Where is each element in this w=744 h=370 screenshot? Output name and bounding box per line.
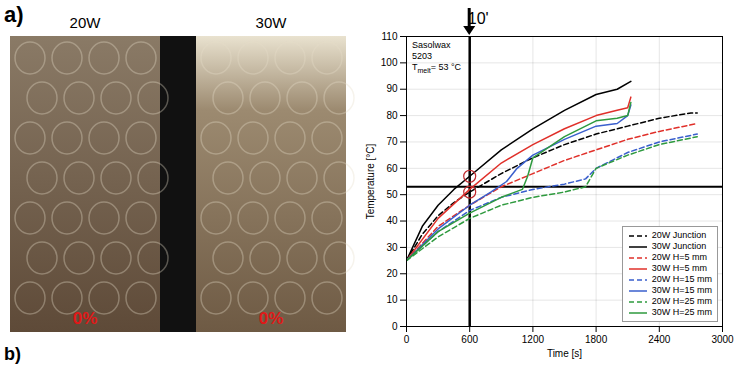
html-text:5203: 5203 <box>412 51 432 61</box>
svg-text:2400: 2400 <box>648 334 671 345</box>
svg-text:50: 50 <box>386 189 398 200</box>
svg-text:90: 90 <box>386 83 398 94</box>
svg-text:1200: 1200 <box>522 334 545 345</box>
html-text:30W H=25 mm: 30W H=25 mm <box>651 307 712 317</box>
html-text:20W H=5 mm: 20W H=5 mm <box>651 252 707 262</box>
svg-text:10: 10 <box>386 294 398 305</box>
html-text:20W H=15 mm: 20W H=15 mm <box>651 274 712 284</box>
svg-text:30: 30 <box>386 242 398 253</box>
html-text:Sasolwax: Sasolwax <box>412 40 451 50</box>
svg-text:Temperature [°C]: Temperature [°C] <box>365 143 376 219</box>
svg-text:Time [s]: Time [s] <box>547 348 582 359</box>
svg-text:0: 0 <box>404 334 410 345</box>
svg-text:b): b) <box>4 344 21 364</box>
svg-text:20: 20 <box>386 268 398 279</box>
svg-text:10': 10' <box>468 10 489 27</box>
svg-text:0%: 0% <box>259 309 284 328</box>
svg-text:0%: 0% <box>73 309 98 328</box>
svg-text:70: 70 <box>386 136 398 147</box>
html-text:30W Junction: 30W Junction <box>651 241 707 251</box>
svg-text:40: 40 <box>386 215 398 226</box>
svg-text:60: 60 <box>386 163 398 174</box>
svg-text:3000: 3000 <box>711 334 734 345</box>
svg-text:600: 600 <box>461 334 478 345</box>
svg-text:20W: 20W <box>70 14 102 31</box>
svg-text:0: 0 <box>392 321 398 332</box>
html-text:Tmelt= 53 °C: Tmelt= 53 °C <box>412 62 462 74</box>
svg-text:80: 80 <box>386 110 398 121</box>
svg-text:a): a) <box>4 2 24 27</box>
html-text:30W H=5 mm: 30W H=5 mm <box>651 263 707 273</box>
html-text:20W Junction: 20W Junction <box>651 230 707 240</box>
svg-text:30W: 30W <box>256 14 288 31</box>
svg-text:110: 110 <box>382 31 398 42</box>
html-text:30W H=15 mm: 30W H=15 mm <box>651 285 712 295</box>
svg-text:100: 100 <box>381 57 398 68</box>
html-text:20W H=25 mm: 20W H=25 mm <box>651 296 712 306</box>
svg-text:1800: 1800 <box>585 334 608 345</box>
